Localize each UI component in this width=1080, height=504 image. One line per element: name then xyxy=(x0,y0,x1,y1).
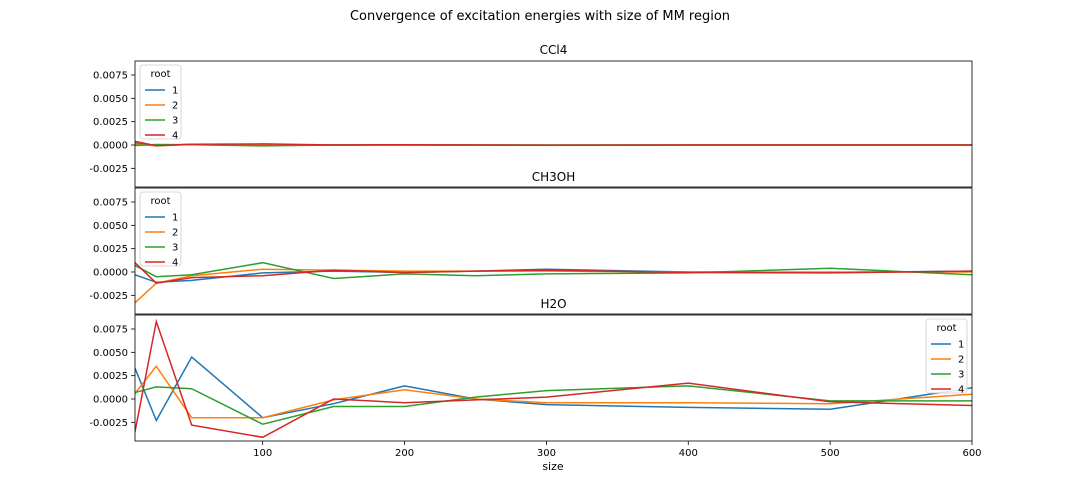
series-line-root-2 xyxy=(135,365,972,419)
y-tick-label: 0.0075 xyxy=(93,71,128,82)
x-tick-label: 400 xyxy=(679,448,698,459)
series-line-root-1 xyxy=(135,355,972,423)
subplot-0: CCl4 0.0075 0.0050 0.0025 0.0000 -0.0025 root1… xyxy=(89,43,973,188)
legend-label-root-1: 1 xyxy=(172,213,178,224)
y-tick-label: -0.0025 xyxy=(89,418,128,429)
legend-label-root-3: 3 xyxy=(172,116,178,127)
legend-label-root-3: 3 xyxy=(172,243,178,254)
y-tick-label: 0.0025 xyxy=(93,117,128,128)
legend-label-root-2: 2 xyxy=(172,228,178,239)
series-line-root-4 xyxy=(135,262,972,284)
legend-label-root-4: 4 xyxy=(172,131,178,142)
y-tick-label: 0.0075 xyxy=(93,325,128,336)
y-tick-label: 0.0025 xyxy=(93,371,128,382)
legend-label-root-1: 1 xyxy=(958,340,964,351)
y-tick-label: -0.0025 xyxy=(89,291,128,302)
y-tick-label: 0.0000 xyxy=(93,268,128,279)
series-line-root-3 xyxy=(135,385,972,425)
y-tick-label: 0.0050 xyxy=(93,94,128,105)
subplot-title: CH3OH xyxy=(532,170,576,184)
axes-frame xyxy=(134,314,973,442)
legend-label-root-2: 2 xyxy=(172,101,178,112)
legend-label-root-2: 2 xyxy=(958,355,964,366)
legend-label-root-4: 4 xyxy=(172,258,178,269)
y-tick-label: 0.0050 xyxy=(93,221,128,232)
legend-title: root xyxy=(150,69,170,80)
subplot-2: H2O 0.0075 0.0050 0.0025 0.0000 -0.0025 100 200… xyxy=(89,297,981,459)
y-tick-label: -0.0025 xyxy=(89,164,128,175)
subplot-title: H2O xyxy=(540,297,566,311)
subplot-1: CH3OH 0.0075 0.0050 0.0025 0.0000 -0.0025 root… xyxy=(89,170,973,315)
x-tick-label: 500 xyxy=(821,448,840,459)
x-axis-label: size xyxy=(542,460,564,473)
series-line-root-3 xyxy=(135,261,972,280)
series-lines xyxy=(135,318,972,439)
series-line-root-4 xyxy=(135,140,972,147)
legend-label-root-1: 1 xyxy=(172,86,178,97)
axes-frame xyxy=(134,60,973,188)
y-tick-label: 0.0000 xyxy=(93,141,128,152)
legend-label-root-3: 3 xyxy=(958,370,964,381)
legend-title: root xyxy=(150,196,170,207)
series-lines xyxy=(135,261,972,304)
x-tick-label: 300 xyxy=(537,448,556,459)
legend-label-root-4: 4 xyxy=(958,385,964,396)
y-tick-label: 0.0075 xyxy=(93,198,128,209)
legend-title: root xyxy=(936,323,956,334)
y-tick-label: 0.0050 xyxy=(93,348,128,359)
axes-frame xyxy=(134,187,973,315)
x-tick-label: 200 xyxy=(395,448,414,459)
series-line-root-4 xyxy=(135,318,972,439)
x-tick-label: 100 xyxy=(253,448,272,459)
y-tick-label: 0.0000 xyxy=(93,395,128,406)
subplot-title: CCl4 xyxy=(540,43,568,57)
series-lines xyxy=(135,140,972,147)
x-tick-label: 600 xyxy=(962,448,981,459)
figure-suptitle: Convergence of excitation energies with … xyxy=(350,9,730,24)
y-tick-label: 0.0025 xyxy=(93,244,128,255)
subplot-panels: CCl40.00750.00500.00250.0000-0.0025root1… xyxy=(89,43,981,459)
